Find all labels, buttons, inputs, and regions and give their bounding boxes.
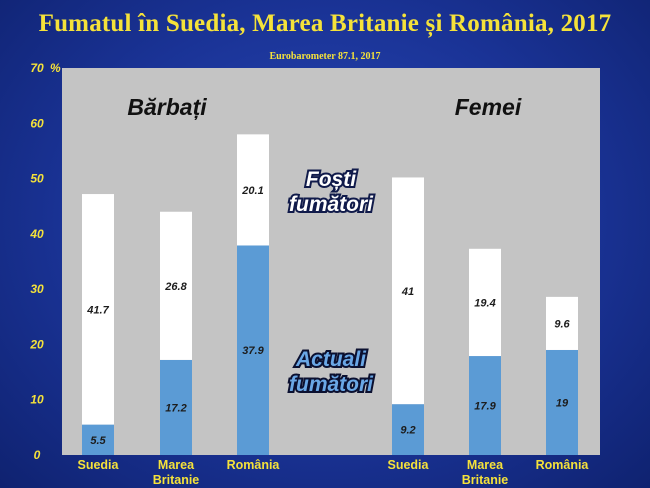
data-label-former: 20.1	[241, 185, 263, 197]
data-label-former: 26.8	[164, 281, 187, 293]
group-title-women: Femei	[455, 94, 522, 120]
bars	[82, 134, 578, 455]
x-tick-label: Marea Britanie	[153, 458, 200, 487]
data-labels: 5.5 41.7 17.2 26.8 37.9 20.1 9.2 41 17.9 19.4 19 9.…	[86, 185, 570, 447]
data-label-current: 17.2	[165, 402, 186, 414]
group-titles: Bărbați Femei	[127, 94, 521, 120]
bar-current-smokers	[392, 404, 424, 455]
bar-current-smokers	[469, 356, 501, 455]
x-tick-label: Suedia	[388, 458, 430, 472]
chart-subtitle: Eurobarometer 87.1, 2017	[269, 51, 381, 62]
bar-current-smokers	[160, 359, 192, 455]
chart-title: Fumatul în Suedia, Marea Britanie și Rom…	[38, 10, 612, 37]
bar-former-smokers	[546, 296, 578, 350]
data-label-current: 37.9	[242, 345, 264, 357]
x-tick-label: Suedia	[78, 458, 120, 472]
x-tick-label: Marea Britanie	[462, 458, 509, 487]
x-tick-label: România	[227, 458, 281, 472]
bar-former-smokers	[160, 211, 192, 360]
bar-current-smokers	[546, 349, 578, 455]
y-tick-label: 20	[29, 337, 44, 351]
data-label-current: 17.9	[474, 401, 496, 413]
group-title-men: Bărbați	[127, 94, 207, 120]
annotation-current-smokers: Actuali fumători	[289, 348, 374, 396]
y-tick-label: 30	[30, 282, 44, 296]
data-label-former: 9.6	[554, 318, 570, 330]
y-tick-label: 70	[30, 61, 44, 75]
bar-current-smokers	[237, 245, 269, 455]
bar-former-smokers	[237, 134, 269, 246]
y-tick-label: 10	[30, 393, 44, 407]
y-tick-label: 60	[30, 116, 44, 130]
x-tick-label: România	[536, 458, 590, 472]
data-label-former: 41	[401, 286, 414, 298]
data-label-former: 19.4	[474, 297, 495, 309]
data-label-current: 19	[556, 397, 569, 409]
annotations: Foști fumători Actuali fumători	[287, 166, 376, 398]
y-tick-label: 50	[30, 172, 44, 186]
y-unit-label: %	[50, 61, 61, 75]
x-axis: Suedia Marea Britanie România Suedia Marea Bri…	[78, 458, 590, 487]
y-tick-label: 40	[29, 227, 44, 241]
bar-former-smokers	[392, 177, 424, 405]
annotation-former-smokers: Foști fumători	[289, 168, 374, 216]
y-tick-label: 0	[34, 448, 41, 462]
plot-area	[62, 68, 600, 455]
bar-current-smokers	[82, 424, 114, 455]
data-label-current: 5.5	[90, 435, 106, 447]
bar-former-smokers	[82, 194, 114, 425]
bar-former-smokers	[469, 248, 501, 357]
data-label-former: 41.7	[86, 304, 109, 316]
y-axis: 0 10 20 30 40 50 60 70%	[29, 61, 61, 462]
data-label-current: 9.2	[400, 425, 415, 437]
